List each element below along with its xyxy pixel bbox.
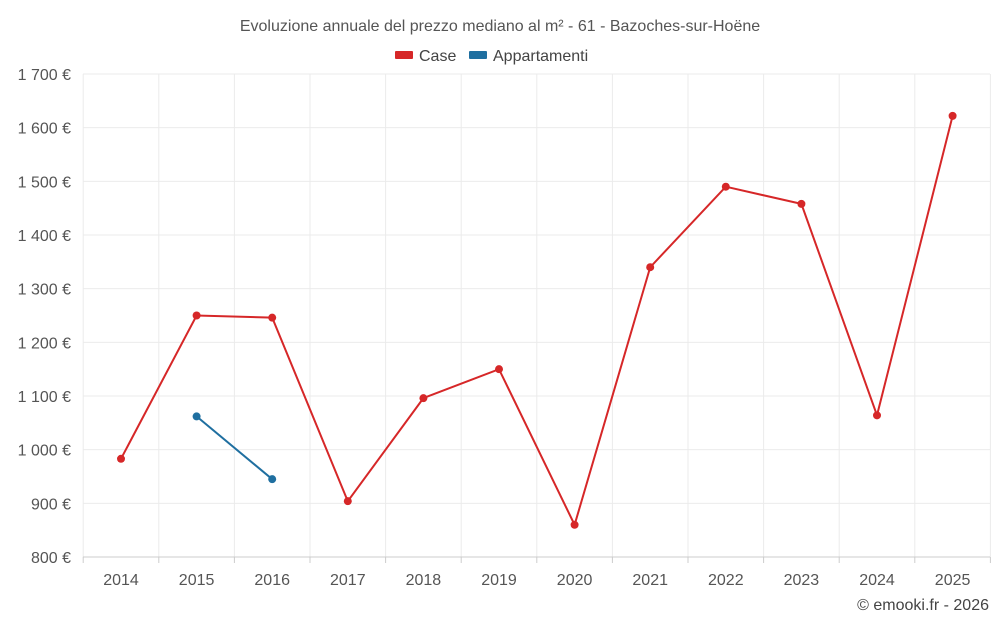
x-tick-label: 2023 [784, 572, 820, 589]
y-tick-label: 1 000 € [18, 443, 71, 460]
legend-swatch-appartamenti [469, 51, 487, 59]
data-point[interactable] [117, 454, 125, 463]
y-tick-label: 1 500 € [18, 174, 71, 191]
x-tick-label: 2020 [557, 572, 593, 589]
series-appartamenti [192, 412, 277, 484]
data-point[interactable] [192, 412, 201, 421]
credit-text: © emooki.fr - 2026 [857, 597, 989, 614]
y-tick-label: 1 100 € [18, 389, 71, 406]
grid [82, 73, 991, 557]
x-tick-label: 2014 [103, 572, 139, 589]
legend-label-appartamenti: Appartamenti [493, 48, 588, 65]
y-tick-label: 800 € [31, 550, 71, 567]
data-point[interactable] [192, 311, 201, 320]
x-tick-label: 2017 [330, 572, 366, 589]
series-line [120, 115, 954, 528]
data-point[interactable] [570, 520, 579, 529]
x-tick-label: 2015 [179, 572, 215, 589]
x-axis-ticks: 2014 2015 2016 2017 2018 2019 2020 2021 2022 2023… [82, 557, 991, 589]
legend-item-appartamenti[interactable]: Appartamenti [469, 48, 588, 65]
x-tick-label: 2022 [708, 572, 744, 589]
y-tick-label: 1 400 € [18, 228, 71, 245]
legend-label-case: Case [419, 48, 456, 65]
y-tick-label: 1 700 € [18, 67, 71, 84]
series-case [117, 111, 957, 529]
y-tick-label: 1 200 € [18, 335, 71, 352]
x-tick-label: 2024 [859, 572, 895, 589]
data-point[interactable] [646, 263, 655, 272]
data-point[interactable] [948, 111, 957, 120]
legend-item-case[interactable]: Case [395, 48, 456, 65]
legend: Case Appartamenti [395, 48, 588, 65]
y-tick-label: 1 300 € [18, 282, 71, 299]
data-point[interactable] [495, 365, 503, 374]
y-tick-label: 900 € [31, 496, 71, 513]
legend-swatch-case [395, 51, 413, 59]
x-tick-label: 2018 [406, 572, 442, 589]
data-point[interactable] [268, 475, 277, 484]
x-tick-label: 2021 [632, 572, 668, 589]
y-tick-label: 1 600 € [18, 121, 71, 138]
data-point[interactable] [343, 497, 352, 506]
x-tick-label: 2025 [935, 572, 971, 589]
x-tick-label: 2019 [481, 572, 517, 589]
data-point[interactable] [419, 394, 428, 403]
series [117, 111, 957, 529]
data-point[interactable] [268, 313, 277, 322]
data-point[interactable] [797, 199, 806, 208]
data-point[interactable] [721, 182, 730, 191]
y-axis-ticks: 800 € 900 € 1 000 € 1 100 € 1 200 € 1 300 € 1 … [18, 67, 71, 567]
x-tick-label: 2016 [254, 572, 290, 589]
data-point[interactable] [873, 411, 881, 420]
series-line [195, 415, 273, 480]
chart-title: Evoluzione annuale del prezzo mediano al… [240, 18, 760, 35]
